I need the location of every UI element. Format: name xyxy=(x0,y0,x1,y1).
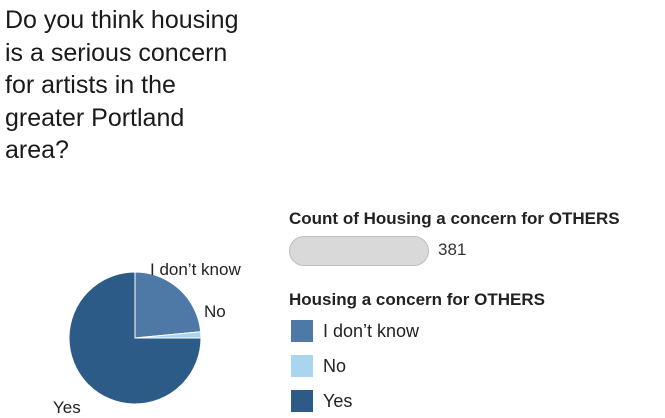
size-legend-bar xyxy=(289,236,429,266)
question-title: Do you think housing is a serious concer… xyxy=(5,6,239,164)
size-legend-value: 381 xyxy=(438,240,467,259)
pie-slice-labels: I don’t know No Yes xyxy=(53,260,241,417)
legend-swatch-yes xyxy=(291,390,313,412)
legend-item-i-dont-know[interactable]: I don’t know xyxy=(291,320,419,342)
legend-item-no[interactable]: No xyxy=(291,355,346,377)
legend-label-yes: Yes xyxy=(323,390,353,411)
legend-label-no: No xyxy=(323,355,347,376)
legend-label-i-dont-know: I don’t know xyxy=(323,320,420,341)
legend-item-yes[interactable]: Yes xyxy=(291,390,352,412)
color-legend-title: Housing a concern for OTHERS xyxy=(289,290,545,309)
pie-slice-yes[interactable] xyxy=(68,271,202,405)
legend-swatch-i-dont-know xyxy=(291,320,313,342)
size-legend-title: Count of Housing a concern for OTHERS xyxy=(289,209,620,228)
pie-label-yes: Yes xyxy=(53,398,81,417)
pie-label-i-dont-know: I don’t know xyxy=(150,260,241,279)
pie-label-no: No xyxy=(204,302,226,321)
pie-slices xyxy=(68,271,202,405)
pie-slice-i-dont-know[interactable] xyxy=(134,271,202,339)
legend-swatch-no xyxy=(291,355,313,377)
